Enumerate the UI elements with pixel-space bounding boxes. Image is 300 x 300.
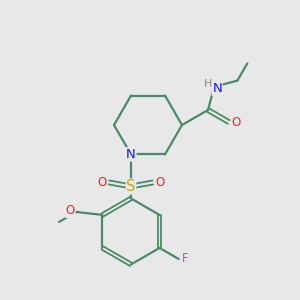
Text: F: F — [182, 252, 189, 266]
Text: O: O — [155, 176, 165, 189]
Text: N: N — [126, 148, 136, 161]
Text: H: H — [204, 79, 212, 89]
Text: N: N — [212, 82, 222, 95]
Text: O: O — [66, 204, 75, 218]
Text: O: O — [98, 176, 106, 189]
Text: O: O — [231, 116, 240, 128]
Text: S: S — [126, 179, 136, 194]
